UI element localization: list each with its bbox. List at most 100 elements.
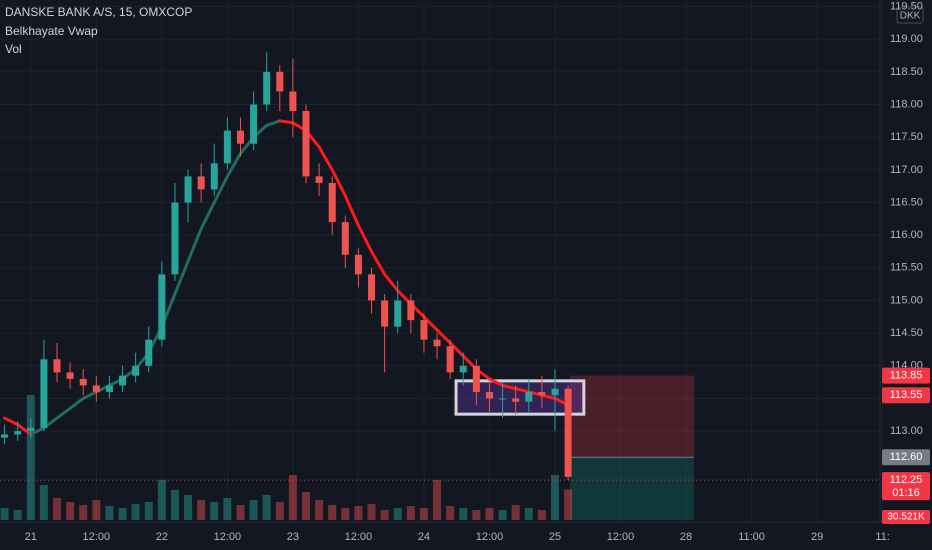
price-tag [882,472,930,501]
vwap-segment [501,383,518,391]
candle-body [446,346,454,373]
volume-bar [236,505,245,520]
candle-body [171,202,179,275]
candle-body [40,359,48,428]
vwap-segment [212,174,229,205]
volume-bar [446,506,455,520]
volume-bar [367,504,376,520]
vwap-segment [186,227,203,263]
x-tick-label: 12:00 [214,531,242,543]
price-tag [882,387,930,404]
volume-bar [433,480,442,520]
price-tag-label: 113.85 [890,370,923,382]
candle-body [53,359,61,373]
vwap-segment [448,341,465,358]
vwap-segment [383,272,400,293]
y-tick-label: 118.00 [890,98,923,110]
vwap-segment [356,223,374,254]
vwap-segment [343,194,360,227]
vwap-segment [265,119,282,127]
candle-body [92,385,100,392]
candle-body [564,388,572,477]
candle-body [250,104,258,144]
vwap-segment [278,119,295,125]
candle-body [184,176,192,203]
volume-bar [406,506,415,520]
candle-body [525,391,533,402]
candle-body [210,163,218,190]
volume-bar [66,502,75,520]
vwap-segment [435,328,452,345]
volume-bar [262,495,271,520]
volume-bar [419,508,428,520]
candle-body [472,365,480,392]
volume-bar [459,508,468,520]
vwap-segment [487,377,505,387]
volume-bar [39,485,48,520]
volume-bar [302,492,311,520]
y-tick-label: 115.00 [890,294,923,306]
volume-bar [524,508,533,520]
vwap-segment [330,168,347,198]
vwap-segment [16,423,33,436]
candle-body [289,91,297,112]
volume-bar [341,508,350,520]
x-tick-label: 12:00 [607,531,635,543]
y-tick-label: 118.50 [890,66,923,78]
currency[interactable]: DKK [900,11,921,22]
volume-bar [105,506,114,520]
candle-body [485,391,493,399]
volume-label[interactable]: Vol [5,42,22,56]
candle-body [223,130,231,164]
y-tick-label: 116.50 [890,196,923,208]
volume-bar [210,502,219,520]
candle-body [315,176,323,183]
volume-bar [26,395,35,520]
vwap-segment [55,406,72,420]
candle-body [263,71,271,105]
volume-bar [288,475,297,520]
y-tick-label: 116.00 [890,229,923,241]
price-tag-label: 112.60 [890,451,923,463]
candle-body [105,385,113,392]
volume-bar [118,508,127,520]
x-tick-label: 23 [287,531,299,543]
volume-bar [223,498,232,520]
plot [0,0,884,522]
volume-bar [550,475,559,520]
candle-body [499,398,507,400]
volume-bar [184,495,193,520]
candle-body [79,378,87,386]
y-tick-label: 114.50 [890,327,923,339]
indicator-label[interactable]: Belkhayate Vwap [5,24,98,38]
volume-bar [498,510,507,520]
candle-body [538,391,546,396]
symbol-title[interactable]: DANSKE BANK A/S, 15, OMXCOP [5,5,192,19]
y-tick-label: 117.00 [890,164,923,176]
volume-bar [170,490,179,520]
x-tick-label: 29 [811,531,823,543]
volume-bar [328,505,337,520]
candle-body [368,274,376,301]
candle-body [145,339,153,366]
vwap-segment [540,393,557,400]
x-tick-label: 11:00 [738,531,765,543]
x-tick-label: 12:00 [83,531,111,543]
candle-body [1,434,9,438]
volume-tag [882,510,930,524]
volume-bar [53,498,62,520]
candle-body [512,398,520,402]
price-tag [882,449,930,466]
volume-bar [275,502,284,520]
currency-box[interactable] [896,6,924,24]
price-tag [882,367,930,384]
candle-body [119,375,127,386]
y-tick-label: 119.50 [890,0,923,12]
x-tick-label: 12:00 [345,531,373,543]
candle-body [394,300,402,327]
volume-bar [157,480,166,520]
vwap-segment [173,259,190,296]
x-tick-label: 25 [549,531,561,543]
